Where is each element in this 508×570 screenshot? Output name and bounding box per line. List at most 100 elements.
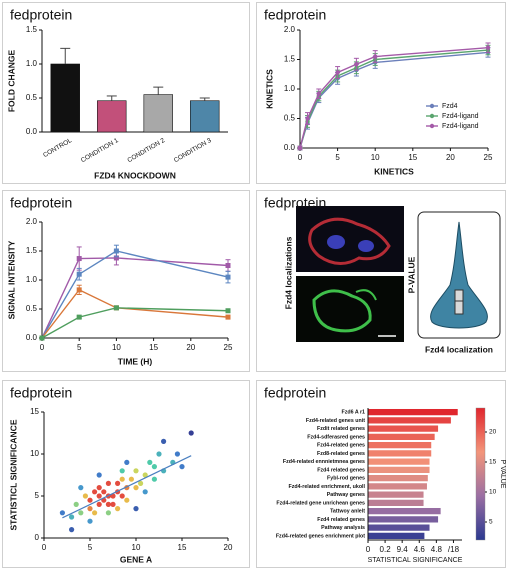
- x-axis-label: STATISTICAL SIGNIFICANCE: [368, 557, 463, 564]
- category-label: Pathway analysis: [321, 525, 365, 531]
- trend-line: [62, 455, 192, 519]
- y-tick-label: 1.5: [26, 25, 38, 34]
- y-tick-label: 0.0: [26, 127, 38, 136]
- point: [225, 274, 231, 280]
- category-label: Fzd6 A r1: [342, 410, 366, 416]
- legend-label: Fzd4-ligand: [442, 123, 479, 130]
- point: [78, 510, 84, 516]
- colorbar-tick-label: 10: [489, 489, 497, 496]
- panel-title: fedprotein: [264, 195, 326, 211]
- point: [188, 430, 194, 436]
- x-tick-label: /18: [448, 545, 460, 554]
- point: [142, 489, 148, 495]
- bar: [368, 433, 435, 441]
- category-label: Fzd4-related gene unrichean genes: [276, 500, 365, 506]
- point: [174, 451, 180, 457]
- point: [110, 501, 116, 507]
- panel: [2, 2, 250, 184]
- series-line: [299, 51, 489, 149]
- point: [82, 493, 88, 499]
- nucleus: [358, 240, 374, 252]
- panel: [2, 380, 250, 568]
- panel-title: fedprotein: [10, 7, 72, 23]
- point: [115, 506, 121, 512]
- point: [305, 116, 310, 121]
- y-tick-label: 1.0: [26, 59, 38, 68]
- point: [297, 145, 303, 151]
- x-tick-label: 5: [88, 543, 93, 552]
- bar: [368, 450, 432, 457]
- point: [161, 438, 167, 444]
- bar: [368, 408, 458, 416]
- bar: [368, 417, 451, 424]
- series-line: [41, 288, 229, 339]
- point: [133, 468, 139, 474]
- point: [92, 489, 98, 495]
- bar: [368, 507, 441, 515]
- panel-title: fedprotein: [264, 7, 326, 23]
- x-tick-label: 20: [224, 543, 233, 552]
- y-tick-label: 1.0: [284, 84, 296, 93]
- category-label: Fzd4-related genes: [317, 443, 365, 449]
- x-tick-label: 15: [149, 343, 158, 352]
- series-line: [41, 257, 229, 339]
- legend-marker: [429, 103, 435, 109]
- x-tick-label: CONDITION 1: [80, 137, 120, 164]
- panel-title: fedprotein: [264, 385, 326, 401]
- point: [133, 506, 139, 512]
- y-tick-label: 10: [30, 449, 39, 458]
- point: [115, 480, 121, 486]
- point: [119, 493, 125, 499]
- y-tick-label: 1.5: [284, 55, 296, 64]
- point: [133, 485, 139, 491]
- bar: [368, 516, 439, 523]
- panel-title: fedprotein: [10, 385, 72, 401]
- category-label: Tattwoy anlelt: [330, 509, 365, 515]
- image-label: Fzd4 localizations: [283, 236, 293, 309]
- y-tick-label: 0.5: [26, 93, 38, 102]
- x-tick-label: 0: [298, 153, 303, 162]
- y-axis-label: KINETICS: [264, 69, 274, 109]
- point: [59, 510, 65, 516]
- x-tick-label: 5: [335, 153, 340, 162]
- colorbar-label: P VALUE: [499, 460, 506, 489]
- panel: [256, 380, 506, 568]
- y-tick-label: 2.0: [284, 25, 296, 34]
- bar: [368, 441, 432, 449]
- y-tick-label: 0.5: [284, 114, 296, 123]
- bar: [368, 425, 439, 432]
- y-axis-label: P-VALUE: [406, 256, 416, 293]
- point: [87, 518, 93, 524]
- category-label: Fzd8-related genes: [317, 451, 365, 457]
- point: [92, 510, 98, 516]
- point: [151, 476, 157, 482]
- series-line: [41, 307, 229, 339]
- cell-outline: [308, 217, 391, 265]
- point: [96, 485, 102, 491]
- point: [124, 497, 130, 503]
- x-tick-label: 10: [371, 153, 380, 162]
- nucleus: [327, 235, 345, 249]
- point: [119, 468, 125, 474]
- category-label: Fzd4-related ennnietmnea genes: [283, 459, 365, 465]
- micrographs: [296, 206, 404, 342]
- x-tick-label: 20: [186, 343, 195, 352]
- y-tick-label: 1.0: [26, 275, 38, 284]
- x-tick-label: 4.6: [414, 545, 426, 554]
- category-label: Pathway genes: [327, 492, 365, 498]
- x-tick-label: CONTROL: [42, 137, 73, 159]
- bar: [190, 100, 220, 133]
- x-axis-label: GENE A: [120, 554, 152, 564]
- x-tick-label: 0: [40, 343, 45, 352]
- x-axis-label: TIME (H): [118, 356, 153, 366]
- y-tick-label: 0.0: [26, 333, 38, 342]
- point: [96, 493, 102, 499]
- panel-title: fedprotein: [10, 195, 72, 211]
- point: [373, 54, 378, 59]
- panel: [256, 190, 506, 372]
- legend-marker: [429, 123, 435, 129]
- y-axis-label: SIGNAL INTENSITY: [6, 240, 16, 319]
- point: [76, 271, 82, 277]
- bar: [368, 474, 428, 482]
